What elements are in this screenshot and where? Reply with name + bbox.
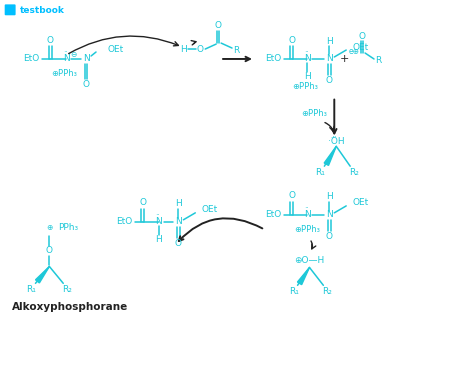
Text: R: R — [233, 45, 239, 55]
Polygon shape — [324, 146, 336, 166]
Text: N: N — [63, 54, 70, 64]
Text: ⊕: ⊕ — [46, 223, 53, 232]
Text: R₂: R₂ — [62, 285, 72, 294]
Text: H: H — [326, 192, 333, 201]
Text: Alkoxyphosphorane: Alkoxyphosphorane — [12, 302, 128, 312]
Text: N: N — [83, 54, 90, 64]
Text: ⊕PPh₃: ⊕PPh₃ — [51, 69, 77, 79]
Text: O: O — [197, 45, 204, 54]
Text: R₁: R₁ — [316, 167, 325, 177]
Text: O: O — [359, 32, 365, 41]
Text: H: H — [155, 235, 162, 244]
Text: ⊕PPh₃: ⊕PPh₃ — [294, 225, 320, 234]
Text: H: H — [180, 45, 187, 54]
Text: ⊖: ⊖ — [70, 50, 76, 59]
Text: ⊕PPh₃: ⊕PPh₃ — [301, 109, 328, 118]
Text: O: O — [326, 232, 333, 241]
Text: O: O — [326, 76, 333, 85]
Text: O: O — [215, 21, 222, 30]
Text: H: H — [326, 37, 333, 45]
Text: ⊕PPh₃: ⊕PPh₃ — [292, 82, 319, 91]
Text: O: O — [175, 239, 182, 248]
Text: ··: ·· — [63, 49, 68, 57]
Text: ·ÖH: ·ÖH — [328, 137, 345, 146]
Text: EtO: EtO — [24, 54, 40, 64]
Text: R₂: R₂ — [349, 167, 359, 177]
Text: OEt: OEt — [201, 205, 218, 214]
Text: PPh₃: PPh₃ — [58, 223, 78, 232]
Text: EtO: EtO — [265, 210, 281, 219]
Text: H: H — [175, 199, 182, 208]
Text: N: N — [304, 210, 311, 219]
Text: N: N — [304, 54, 311, 64]
Text: O: O — [46, 246, 53, 255]
Polygon shape — [36, 266, 49, 283]
Text: ··: ·· — [155, 211, 160, 220]
Text: ⊕O—H: ⊕O—H — [294, 256, 325, 265]
Text: O: O — [288, 35, 295, 45]
Text: EtO: EtO — [265, 54, 281, 64]
Text: OEt: OEt — [108, 45, 124, 54]
Text: O: O — [47, 35, 54, 45]
Text: O: O — [139, 198, 146, 208]
Text: R₁: R₁ — [289, 287, 299, 296]
Text: R₁: R₁ — [27, 285, 36, 294]
Text: O: O — [288, 191, 295, 201]
Text: OEt: OEt — [352, 198, 368, 208]
Text: e⊕: e⊕ — [349, 47, 360, 55]
Text: testbook: testbook — [19, 6, 64, 15]
Text: ··: ·· — [304, 204, 309, 213]
Text: +: + — [339, 54, 349, 64]
Text: R: R — [375, 57, 381, 65]
Text: EtO: EtO — [116, 217, 132, 226]
Text: N: N — [155, 217, 162, 226]
Text: O: O — [82, 80, 90, 89]
FancyBboxPatch shape — [5, 4, 16, 15]
Text: N: N — [326, 210, 333, 219]
Text: OEt: OEt — [352, 43, 368, 52]
Polygon shape — [298, 268, 310, 285]
Text: ··: ·· — [330, 136, 335, 141]
Text: R₂: R₂ — [322, 287, 332, 296]
Text: ··: ·· — [304, 49, 309, 57]
Text: N: N — [175, 217, 182, 226]
Text: N: N — [326, 54, 333, 64]
Text: H: H — [304, 72, 311, 81]
